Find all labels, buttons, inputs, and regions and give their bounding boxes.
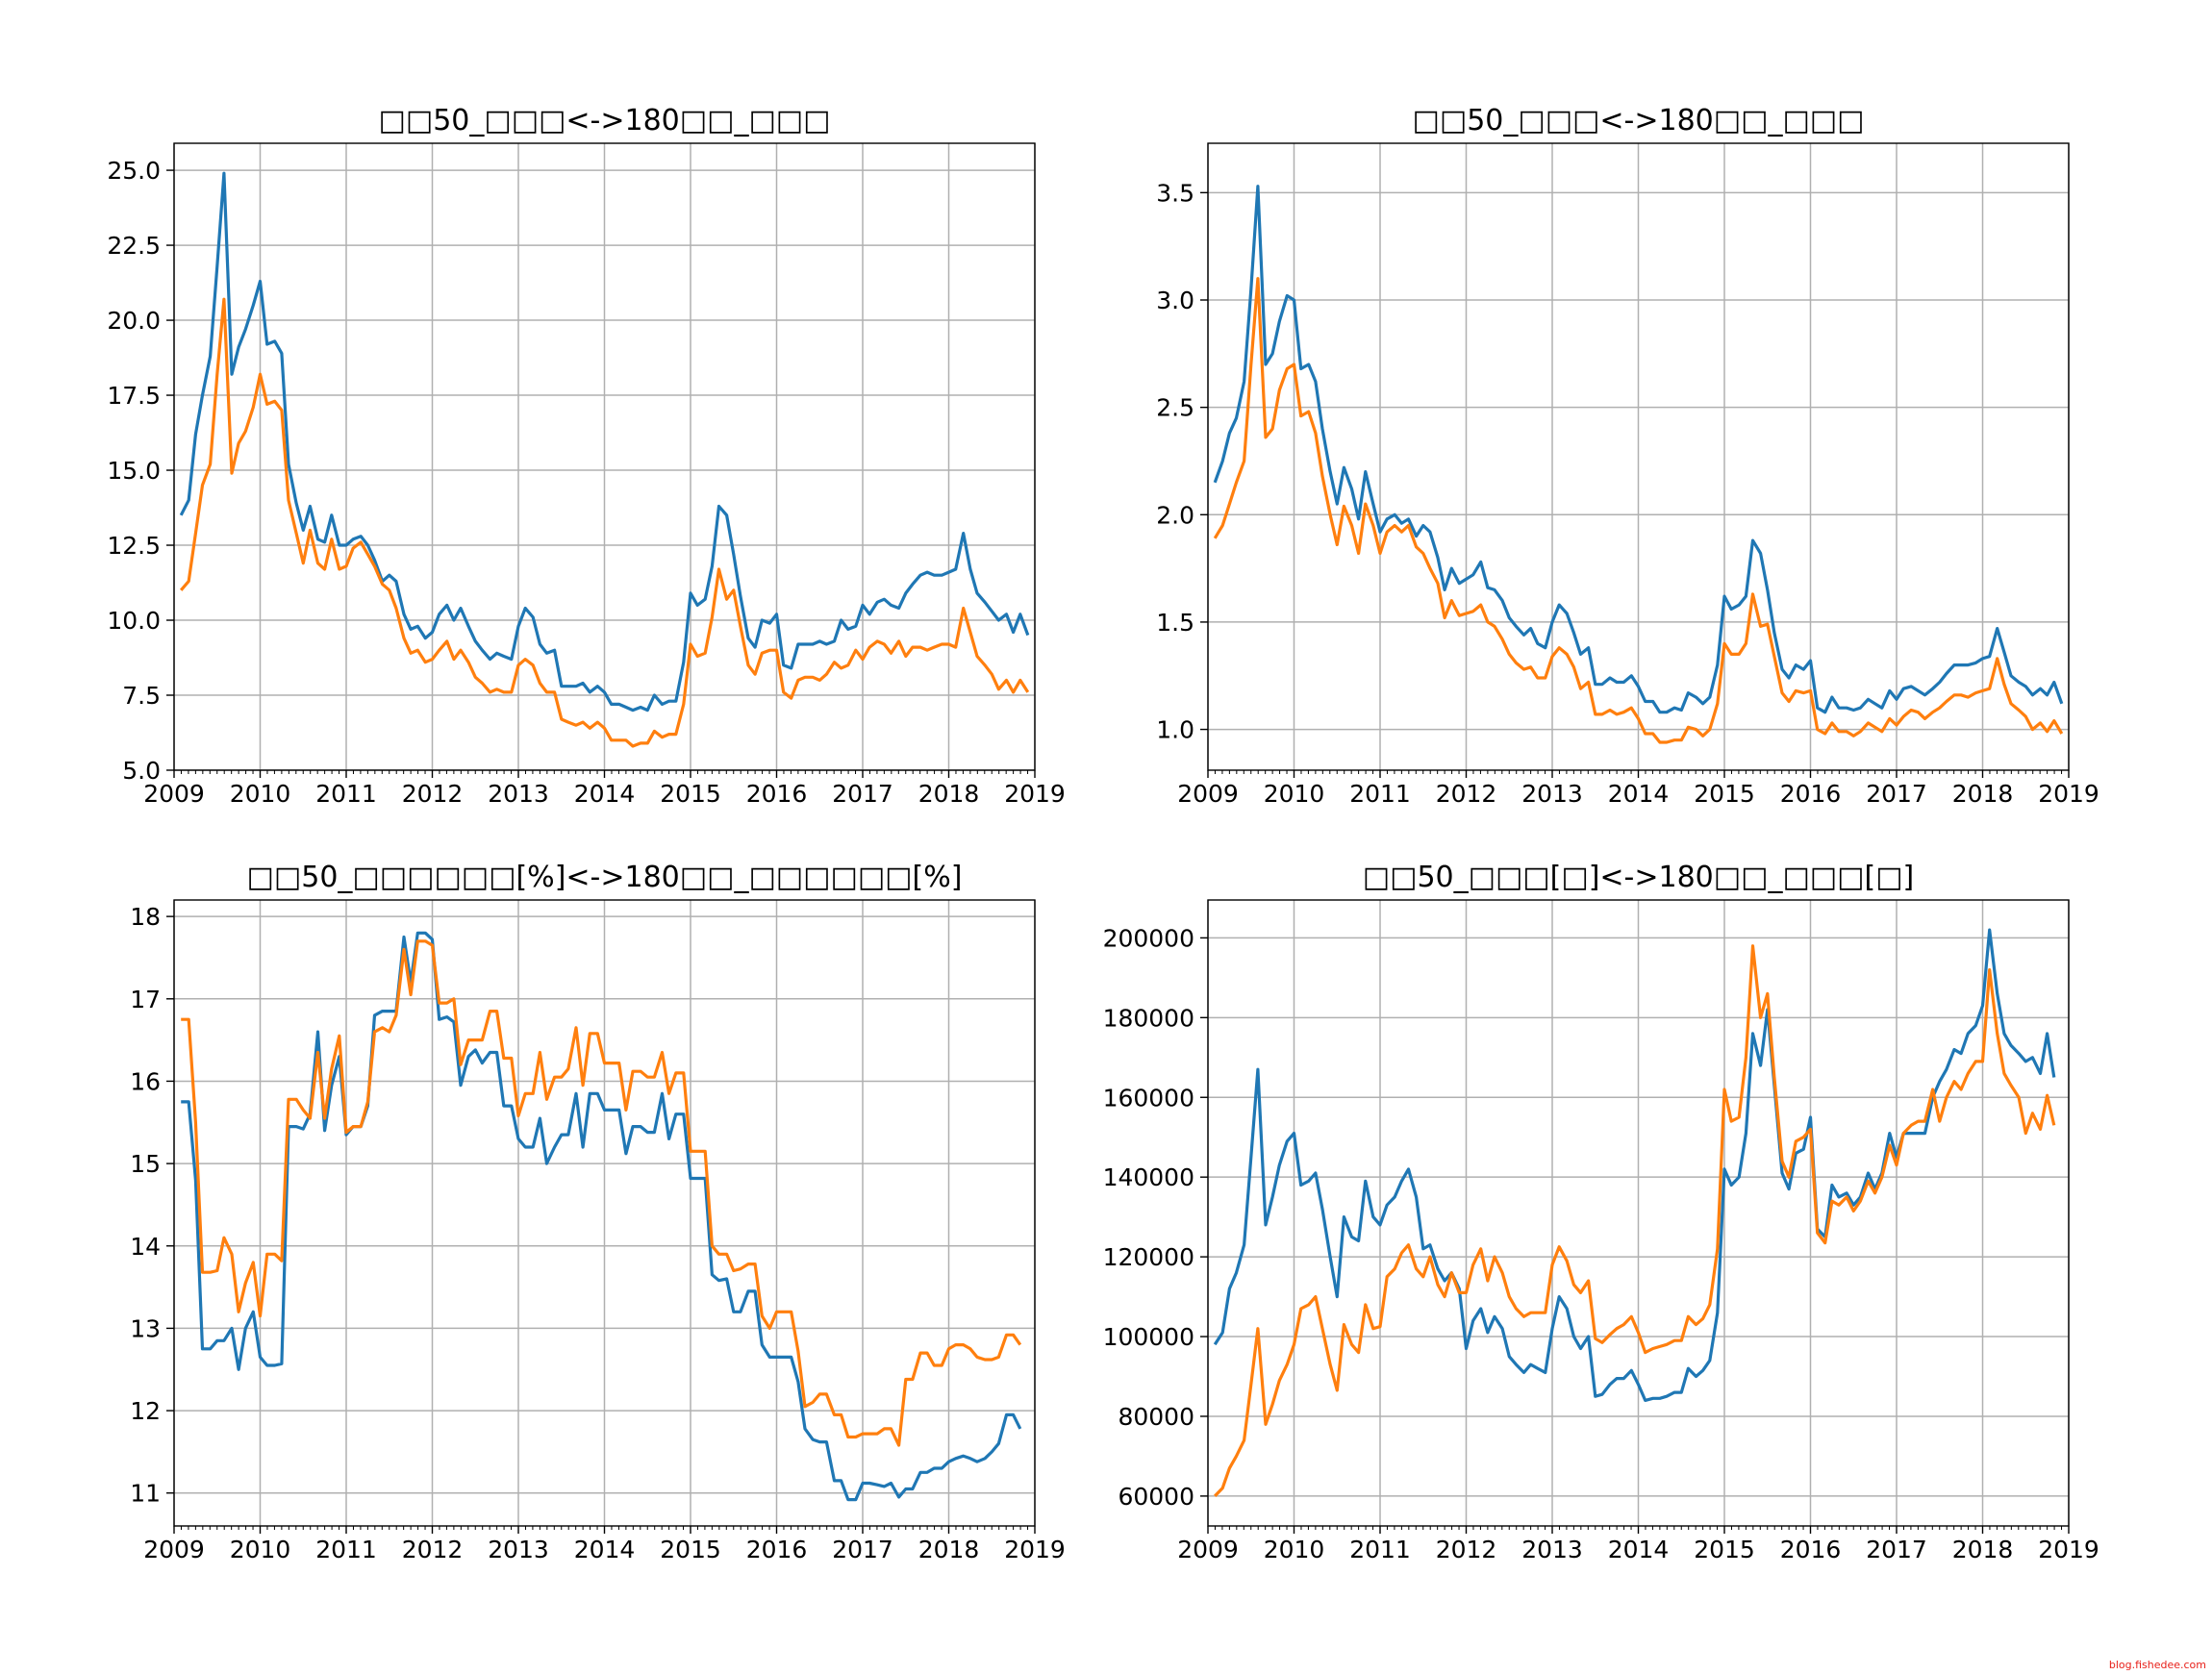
y-tick-label: 17.5 xyxy=(107,382,161,410)
x-tick-label: 2009 xyxy=(1177,780,1239,808)
y-tick-label: 120000 xyxy=(1103,1243,1194,1271)
chart-4: 2009 2010 2011 2012 2013 2014 2015 2016 2017 2018… xyxy=(1103,861,2099,1563)
y-tick-label: 60000 xyxy=(1118,1483,1194,1511)
series-line-2 xyxy=(179,297,1030,748)
x-tick-label: 2018 xyxy=(1952,1536,2014,1563)
watermark: blog.fishedee.com xyxy=(2108,1659,2206,1671)
y-tick-label: 22.5 xyxy=(107,232,161,260)
series-line-1 xyxy=(1213,928,2056,1402)
x-tick-label: 2016 xyxy=(1780,1536,1842,1563)
x-tick-label: 2013 xyxy=(1521,780,1583,808)
x-tick-label: 2009 xyxy=(1177,1536,1239,1563)
x-tick-label: 2015 xyxy=(1694,780,1755,808)
y-tick-label: 5.0 xyxy=(122,757,161,785)
x-tick-label: 2013 xyxy=(1521,1536,1583,1563)
x-tick-label: 2014 xyxy=(1608,780,1670,808)
y-tick-label: 3.0 xyxy=(1156,287,1194,314)
x-tick-label: 2012 xyxy=(402,780,464,808)
x-tick-label: 2017 xyxy=(832,780,893,808)
x-tick-label: 2016 xyxy=(1780,780,1842,808)
y-tick-label: 12 xyxy=(130,1397,161,1425)
x-tick-label: 2010 xyxy=(230,780,291,808)
x-tick-label: 2011 xyxy=(1349,780,1411,808)
chart-1: 2009 2010 2011 2012 2013 2014 2015 2016 2017 2018… xyxy=(107,104,1065,808)
x-tick-label: 2015 xyxy=(1694,1536,1755,1563)
x-tick-label: 2017 xyxy=(832,1536,893,1563)
chart-title: □□50_□□□<->180□□_□□□ xyxy=(379,104,831,138)
x-tick-label: 2011 xyxy=(1349,1536,1411,1563)
series-line-2 xyxy=(1214,944,2056,1498)
series-line-1 xyxy=(181,931,1022,1502)
x-tick-label: 2019 xyxy=(2038,1536,2099,1563)
x-tick-label: 2012 xyxy=(402,1536,464,1563)
x-tick-label: 2010 xyxy=(1264,780,1325,808)
x-tick-label: 2016 xyxy=(746,1536,808,1563)
x-tick-label: 2009 xyxy=(143,780,205,808)
y-tick-label: 100000 xyxy=(1103,1323,1194,1351)
x-tick-label: 2018 xyxy=(1952,780,2014,808)
y-tick-label: 2.5 xyxy=(1156,394,1194,422)
chart-3: 2009 2010 2011 2012 2013 2014 2015 2016 2017 2018… xyxy=(130,861,1066,1563)
x-tick-label: 2010 xyxy=(1264,1536,1325,1563)
series-line-1 xyxy=(1213,185,2064,714)
y-tick-label: 16 xyxy=(130,1067,161,1095)
chart-title: □□50_□□□<->180□□_□□□ xyxy=(1413,104,1865,138)
y-tick-label: 180000 xyxy=(1103,1004,1194,1032)
x-tick-label: 2018 xyxy=(918,780,980,808)
x-tick-label: 2018 xyxy=(918,1536,980,1563)
y-tick-label: 14 xyxy=(130,1233,161,1261)
chart-2: 2009 2010 2011 2012 2013 2014 2015 2016 2017 2018… xyxy=(1156,104,2099,808)
y-tick-label: 18 xyxy=(130,903,161,931)
x-tick-label: 2014 xyxy=(574,780,636,808)
y-tick-label: 15.0 xyxy=(107,457,161,485)
x-tick-label: 2011 xyxy=(315,780,377,808)
x-tick-label: 2017 xyxy=(1866,780,1927,808)
series-line-2 xyxy=(1213,277,2064,744)
y-tick-label: 11 xyxy=(130,1480,161,1508)
x-tick-label: 2012 xyxy=(1436,780,1497,808)
x-tick-label: 2014 xyxy=(1608,1536,1670,1563)
x-tick-label: 2012 xyxy=(1436,1536,1497,1563)
x-tick-label: 2019 xyxy=(1004,780,1066,808)
chart-title: □□50_□□□□□□[%]<->180□□_□□□□□□[%] xyxy=(247,861,963,894)
x-tick-label: 2010 xyxy=(230,1536,291,1563)
y-tick-label: 7.5 xyxy=(122,682,161,710)
y-tick-label: 3.5 xyxy=(1156,179,1194,207)
y-tick-label: 17 xyxy=(130,986,161,1013)
x-tick-label: 2011 xyxy=(315,1536,377,1563)
x-tick-label: 2016 xyxy=(746,780,808,808)
x-tick-label: 2015 xyxy=(660,780,721,808)
x-tick-label: 2019 xyxy=(1004,1536,1066,1563)
y-tick-label: 10.0 xyxy=(107,607,161,635)
chart-title: □□50_□□□[□]<->180□□_□□□[□] xyxy=(1363,861,1915,894)
x-tick-label: 2017 xyxy=(1866,1536,1927,1563)
y-tick-label: 1.0 xyxy=(1156,716,1194,744)
y-tick-label: 140000 xyxy=(1103,1163,1194,1191)
y-tick-label: 20.0 xyxy=(107,307,161,335)
y-tick-label: 200000 xyxy=(1103,924,1194,952)
x-tick-label: 2013 xyxy=(488,1536,549,1563)
x-tick-label: 2009 xyxy=(143,1536,205,1563)
x-tick-label: 2015 xyxy=(660,1536,721,1563)
y-tick-label: 15 xyxy=(130,1150,161,1178)
y-tick-label: 13 xyxy=(130,1314,161,1342)
y-tick-label: 25.0 xyxy=(107,157,161,185)
y-tick-label: 80000 xyxy=(1118,1403,1194,1431)
series-line-1 xyxy=(179,171,1030,712)
y-tick-label: 12.5 xyxy=(107,532,161,560)
x-tick-label: 2014 xyxy=(574,1536,636,1563)
series-line-2 xyxy=(181,939,1022,1447)
y-tick-label: 2.0 xyxy=(1156,501,1194,529)
x-tick-label: 2013 xyxy=(488,780,549,808)
y-tick-label: 160000 xyxy=(1103,1084,1194,1112)
y-tick-label: 1.5 xyxy=(1156,609,1194,637)
x-tick-label: 2019 xyxy=(2038,780,2099,808)
